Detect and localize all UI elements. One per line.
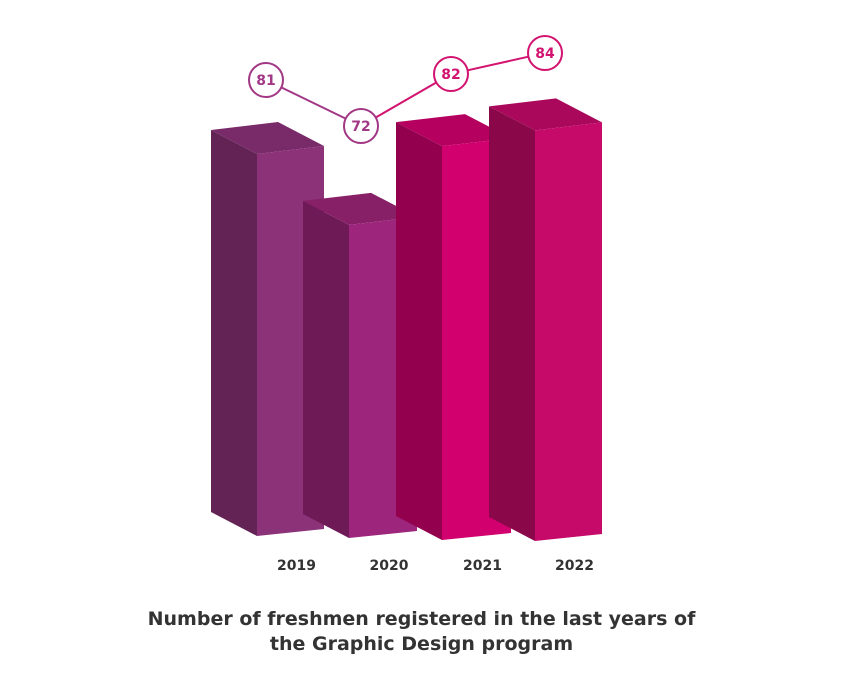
x-tick-label-2020: 2020 <box>370 558 409 574</box>
value-marker-2019: 81 <box>248 62 284 98</box>
bar-top-2022 <box>489 98 602 131</box>
data-label-2022: 84 <box>535 46 555 62</box>
bar-top-2020 <box>303 192 417 225</box>
data-label-2020: 72 <box>351 119 370 135</box>
bar-front-2022 <box>535 122 602 541</box>
chart-title-line-2: the Graphic Design program <box>269 633 574 655</box>
value-marker-2022: 84 <box>527 35 563 71</box>
bar-side-2019 <box>211 130 257 536</box>
value-marker-2020: 72 <box>343 108 379 144</box>
value-marker-circle-2022 <box>527 35 563 71</box>
value-marker-circle-2019 <box>248 62 284 98</box>
value-line <box>280 55 529 120</box>
value-line-segment-1 <box>280 86 347 120</box>
value-marker-circle-2020 <box>343 108 379 144</box>
bar-top-2021 <box>396 114 511 147</box>
value-line-segment-2 <box>375 81 437 119</box>
x-tick-label-2022: 2022 <box>555 558 594 574</box>
chart-title-line-1: Number of freshmen registered in the las… <box>147 608 696 630</box>
value-line-segment-3 <box>467 55 529 72</box>
bar-side-2022 <box>489 106 535 541</box>
bars <box>211 98 602 541</box>
value-marker-2021: 82 <box>433 56 469 92</box>
value-marker-circle-2021 <box>433 56 469 92</box>
bar-side-2020 <box>303 200 349 538</box>
bar-top-2019 <box>211 122 324 154</box>
bar-2022 <box>489 98 602 541</box>
data-label-2019: 81 <box>256 73 275 89</box>
x-tick-label-2021: 2021 <box>463 558 502 574</box>
x-tick-label-2019: 2019 <box>277 558 316 574</box>
bar-side-2021 <box>396 122 442 540</box>
data-label-2021: 82 <box>441 67 460 83</box>
